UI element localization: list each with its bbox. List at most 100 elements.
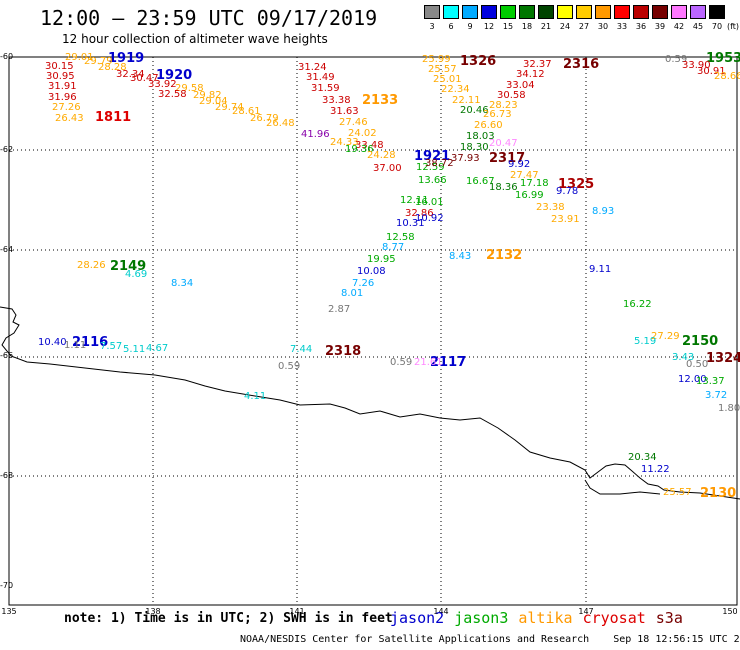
swh-value-label: 33.48 <box>355 140 384 151</box>
swh-value-label: 32.58 <box>158 89 187 100</box>
swh-value-label: 16.22 <box>623 299 652 310</box>
swh-value-label: 24.02 <box>348 128 377 139</box>
colorbar-label: 6 <box>448 22 454 31</box>
swh-value-label: 25.01 <box>433 74 462 85</box>
swh-value-label: 18.30 <box>460 142 489 153</box>
swh-value-label: 8.34 <box>171 278 193 289</box>
x-tick-label: 135 <box>1 607 16 616</box>
map-subtitle: 12 hour collection of altimeter wave hei… <box>62 32 328 46</box>
swh-value-label: 16.01 <box>415 197 444 208</box>
colorbar-label: 12 <box>483 22 495 31</box>
swh-value-label: 26.79 <box>250 113 279 124</box>
swh-value-label: 22.34 <box>441 84 470 95</box>
colorbar-label: 18 <box>521 22 533 31</box>
legend-item-altika: altika <box>518 609 573 627</box>
swh-value-label: 29.01 <box>65 52 94 63</box>
colorbar-label: 27 <box>578 22 590 31</box>
colorbar-swatch <box>557 5 573 19</box>
swh-value-label: 18.36 <box>489 182 518 193</box>
satellite-legend: jason2 jason3 altika cryosat s3a <box>390 609 693 627</box>
colorbar-swatch <box>576 5 592 19</box>
swh-value-label: 31.24 <box>298 62 327 73</box>
swh-value-label: 26.60 <box>474 120 503 131</box>
swh-value-label: 33.90 <box>682 60 711 71</box>
swh-value-label: 28.23 <box>489 100 518 111</box>
colorbar-label: 15 <box>502 22 514 31</box>
swh-value-label: 7.26 <box>352 278 374 289</box>
swh-value-label: 29.74 <box>215 102 244 113</box>
y-tick-label: -68 <box>0 471 13 480</box>
swh-value-label: 0.59 <box>278 361 300 372</box>
swh-value-label: 8.93 <box>592 206 614 217</box>
swh-value-label: 20.47 <box>489 138 518 149</box>
colorbar-label: 9 <box>467 22 473 31</box>
swh-value-label: 23.91 <box>551 214 580 225</box>
swh-value-label: 8.01 <box>341 288 363 299</box>
y-tick-label: -66 <box>0 351 13 360</box>
pass-time-label: 1325 <box>558 177 594 192</box>
swh-value-label: 12.58 <box>386 232 415 243</box>
swh-value-label: 25.57 <box>428 64 457 75</box>
swh-value-label: 25.57 <box>663 487 692 498</box>
x-tick-label: 141 <box>289 607 304 616</box>
swh-value-label: 23.38 <box>536 202 565 213</box>
pass-time-label: 2116 <box>72 335 108 350</box>
swh-value-label: 28.26 <box>77 260 106 271</box>
swh-value-label: 27.29 <box>651 331 680 342</box>
swh-value-label: 1.11 <box>64 340 86 351</box>
swh-value-label: 29.82 <box>193 90 222 101</box>
swh-value-label: 5.19 <box>634 336 656 347</box>
swh-value-label: 31.91 <box>48 81 77 92</box>
swh-value-label: 30.91 <box>697 66 726 77</box>
swh-value-label: 32.34 <box>116 69 145 80</box>
map-footer: NOAA/NESDIS Center for Satellite Applica… <box>240 634 740 645</box>
swh-value-label: 33.04 <box>506 80 535 91</box>
swh-value-label: 19.36 <box>345 144 374 155</box>
colorbar-label: 45 <box>692 22 704 31</box>
swh-value-label: 4.67 <box>146 343 168 354</box>
swh-value-label: 25.99 <box>422 54 451 65</box>
pass-time-label: 1921 <box>414 149 450 164</box>
pass-time-label: 2130 <box>700 486 736 501</box>
colorbar-label: 21 <box>540 22 552 31</box>
colorbar-swatch <box>519 5 535 19</box>
colorbar-swatch <box>633 5 649 19</box>
swh-value-label: 7.57 <box>100 341 122 352</box>
swh-value-label: 34.12 <box>516 69 545 80</box>
colorbar-swatch <box>462 5 478 19</box>
swh-value-label: 26.48 <box>266 118 295 129</box>
x-tick-label: 138 <box>145 607 160 616</box>
swh-value-label: 10.31 <box>396 218 425 229</box>
swh-value-label: 18.03 <box>466 131 495 142</box>
swh-value-label: 38.72 <box>425 158 454 169</box>
swh-value-label: 21.61 <box>414 357 443 368</box>
swh-value-label: 1.80 <box>718 403 740 414</box>
swh-value-label: 26.43 <box>55 113 84 124</box>
swh-value-label: 12.00 <box>678 374 707 385</box>
footer-timestamp: Sep 18 12:56:15 UTC 2019 <box>613 634 740 645</box>
colorbar-swatch <box>690 5 706 19</box>
swh-value-label: 8.43 <box>449 251 471 262</box>
swh-value-label: 10.40 <box>38 337 67 348</box>
pass-time-label: 2316 <box>563 57 599 72</box>
swh-value-label: 10.92 <box>415 213 444 224</box>
y-tick-label: -62 <box>0 145 13 154</box>
swh-value-label: 13.37 <box>696 376 725 387</box>
colorbar-swatch <box>538 5 554 19</box>
pass-time-label: 1326 <box>460 54 496 69</box>
swh-value-label: 37.00 <box>373 163 402 174</box>
pass-time-label: 2132 <box>486 248 522 263</box>
swh-value-label: 27.47 <box>510 170 539 181</box>
swh-value-label: 29.58 <box>175 83 204 94</box>
colorbar-swatch <box>443 5 459 19</box>
swh-value-label: 0.59 <box>665 54 687 65</box>
pass-time-label: 1811 <box>95 110 131 125</box>
legend-item-cryosat: cryosat <box>582 609 646 627</box>
swh-value-label: 29.84 <box>0 0 29 3</box>
swh-value-label: 4.11 <box>244 391 266 402</box>
colorbar-swatch <box>709 5 725 19</box>
swh-value-label: 41.96 <box>301 129 330 140</box>
swh-value-label: 28.66 <box>714 71 740 82</box>
